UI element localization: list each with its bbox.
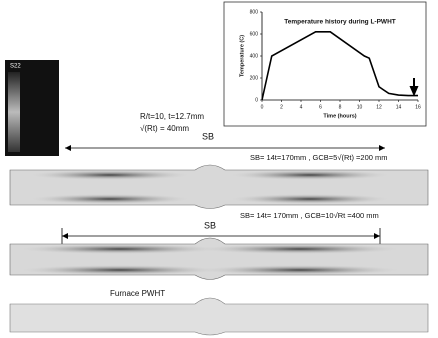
note: SB= 14t= 170mm , GCB=10√Rt =400 mm xyxy=(240,211,379,220)
x-tick-label: 4 xyxy=(300,104,303,110)
pipe xyxy=(9,164,429,209)
dim-label: SB xyxy=(204,220,216,230)
legend-bar xyxy=(8,72,20,152)
dim-label: SB xyxy=(202,131,214,141)
pipe xyxy=(9,297,429,336)
note: Furnace PWHT xyxy=(110,289,165,298)
x-tick-label: 6 xyxy=(319,104,322,110)
inset-frame xyxy=(223,1,427,127)
note: SB= 14t=170mm , GCB=5√(Rt) =200 mm xyxy=(250,153,388,162)
x-tick-label: 0 xyxy=(261,104,264,110)
line xyxy=(261,31,418,101)
y-axis-label: Temperature (C) xyxy=(239,35,245,77)
color-legend: S22 xyxy=(5,60,59,156)
pipe xyxy=(9,237,429,280)
legend-title: S22 xyxy=(10,64,21,70)
y-tick-label: 0 xyxy=(255,97,258,103)
y-tick-label: 600 xyxy=(250,31,259,37)
y-tick-label: 400 xyxy=(250,53,259,59)
y-tick-label: 800 xyxy=(250,9,259,15)
y-tick-label: 200 xyxy=(250,75,259,81)
x-tick-label: 14 xyxy=(396,104,402,110)
x-tick-label: 2 xyxy=(280,104,283,110)
arrow xyxy=(409,78,419,97)
note: R/t=10, t=12.7mm xyxy=(140,112,204,121)
x-tick-label: 10 xyxy=(357,104,363,110)
x-tick-label: 8 xyxy=(339,104,342,110)
chart-title: Temperature history during L-PWHT xyxy=(284,19,395,26)
x-axis-label: Time (hours) xyxy=(323,113,356,119)
x-tick-label: 16 xyxy=(415,104,421,110)
note: √(Rt) = 40mm xyxy=(140,124,189,133)
x-tick-label: 12 xyxy=(376,104,382,110)
